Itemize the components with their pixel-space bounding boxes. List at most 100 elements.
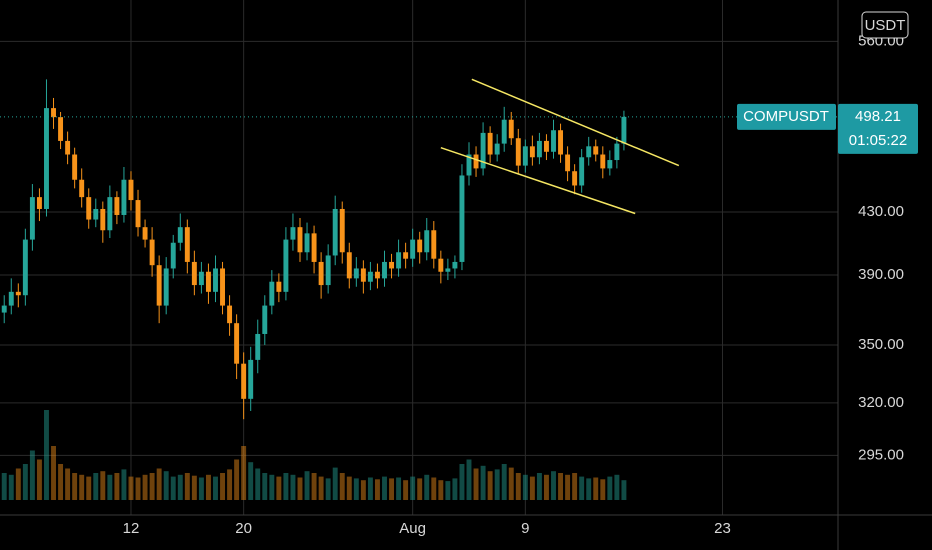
volume-bar xyxy=(614,474,620,500)
volume-bar xyxy=(396,477,402,500)
volume-bar xyxy=(607,476,613,500)
volume-bar xyxy=(466,459,472,500)
volume-bar xyxy=(205,474,211,500)
candle-body xyxy=(403,252,409,259)
candle-body xyxy=(325,255,331,286)
candle-body xyxy=(529,146,535,158)
candle-body xyxy=(572,171,578,186)
symbol-label: COMPUSDT xyxy=(743,108,829,125)
candle-body xyxy=(234,323,240,364)
symbol-label-box xyxy=(737,103,836,130)
volume-bar xyxy=(332,467,338,500)
y-tick-label: 320.00 xyxy=(858,394,904,411)
volume-bar xyxy=(452,478,458,500)
volume-bar xyxy=(389,478,395,500)
volume-bar xyxy=(353,478,359,500)
volume-bar xyxy=(417,478,423,500)
candle-body xyxy=(318,261,324,286)
candle-body xyxy=(311,233,317,262)
volume-bar xyxy=(283,473,289,500)
currency-button[interactable] xyxy=(861,11,909,39)
volume-bar xyxy=(269,474,275,500)
volume-bar xyxy=(501,464,507,500)
volume-bar xyxy=(480,465,486,500)
volume-bar xyxy=(86,476,92,500)
candle-body xyxy=(269,281,275,306)
candle-body xyxy=(170,242,176,269)
candle-body xyxy=(339,208,345,253)
candle-body xyxy=(8,291,14,306)
volume-bar xyxy=(58,464,64,500)
volume-bar xyxy=(149,473,155,500)
candle-body xyxy=(374,271,380,279)
currency[interactable]: USDT xyxy=(865,17,906,34)
volume-bar xyxy=(44,410,49,500)
candle-body xyxy=(487,132,493,155)
candle-body xyxy=(184,227,190,262)
candle-body xyxy=(466,154,472,176)
volume-bar xyxy=(318,476,324,500)
candle-body xyxy=(121,179,127,215)
volume-bar xyxy=(431,477,437,500)
x-tick-label: 12 xyxy=(123,520,140,537)
candle-body xyxy=(304,233,310,253)
candle-body xyxy=(248,359,254,399)
volume-bar xyxy=(36,459,42,500)
candle-body xyxy=(459,175,465,262)
volume-bar xyxy=(529,476,535,500)
volume-bar xyxy=(600,479,606,500)
volume-bar xyxy=(346,476,352,500)
candle-body xyxy=(107,197,113,231)
candle-body xyxy=(494,143,500,155)
volume-bar xyxy=(360,480,366,500)
candle-body xyxy=(621,116,627,144)
candle-body xyxy=(163,268,169,306)
candle-body xyxy=(177,227,183,243)
candle-body xyxy=(424,230,430,253)
candle-body xyxy=(79,179,85,198)
trend-line xyxy=(440,146,636,215)
candle-body xyxy=(473,154,479,169)
volume-bar xyxy=(438,480,444,500)
candle-body xyxy=(536,140,542,158)
volume-bar xyxy=(276,476,282,500)
volume-bar xyxy=(382,476,387,500)
candle-body xyxy=(551,130,556,152)
candle-body xyxy=(452,261,458,269)
candle-body xyxy=(501,119,507,144)
volume-bar xyxy=(241,446,247,500)
x-tick-label: 9 xyxy=(521,520,529,537)
volume-bar xyxy=(248,462,254,500)
candle-body xyxy=(445,268,451,272)
volume-bar xyxy=(1,473,7,500)
volume-bar xyxy=(403,480,409,500)
x-tick-label: Aug xyxy=(399,520,426,537)
candle-body xyxy=(367,271,373,282)
volume-bar xyxy=(311,473,317,500)
candle-body xyxy=(607,160,613,169)
candle-body xyxy=(51,108,56,118)
volume-bar xyxy=(22,464,28,500)
x-tick-label: 20 xyxy=(235,520,252,537)
volume-bar xyxy=(304,471,310,500)
volume-bar xyxy=(522,474,528,500)
volume-bar xyxy=(325,478,331,500)
candle-body xyxy=(15,291,21,296)
volume-bar xyxy=(445,481,451,500)
candle-body xyxy=(389,261,395,269)
volume-bar xyxy=(543,474,549,500)
candle-body xyxy=(360,268,366,282)
candle-body xyxy=(276,281,282,292)
y-tick-label: 390.00 xyxy=(858,266,904,283)
candle-body xyxy=(114,197,120,215)
candle-body xyxy=(198,271,204,286)
volume-bar xyxy=(473,468,479,500)
volume-bar xyxy=(170,476,176,500)
candle-body xyxy=(382,261,387,279)
candle-body xyxy=(543,140,549,152)
candle-body xyxy=(262,305,268,334)
candle-body xyxy=(156,265,162,306)
candle-body xyxy=(396,252,402,269)
volume-bar xyxy=(621,480,627,500)
candle-body xyxy=(593,146,599,155)
